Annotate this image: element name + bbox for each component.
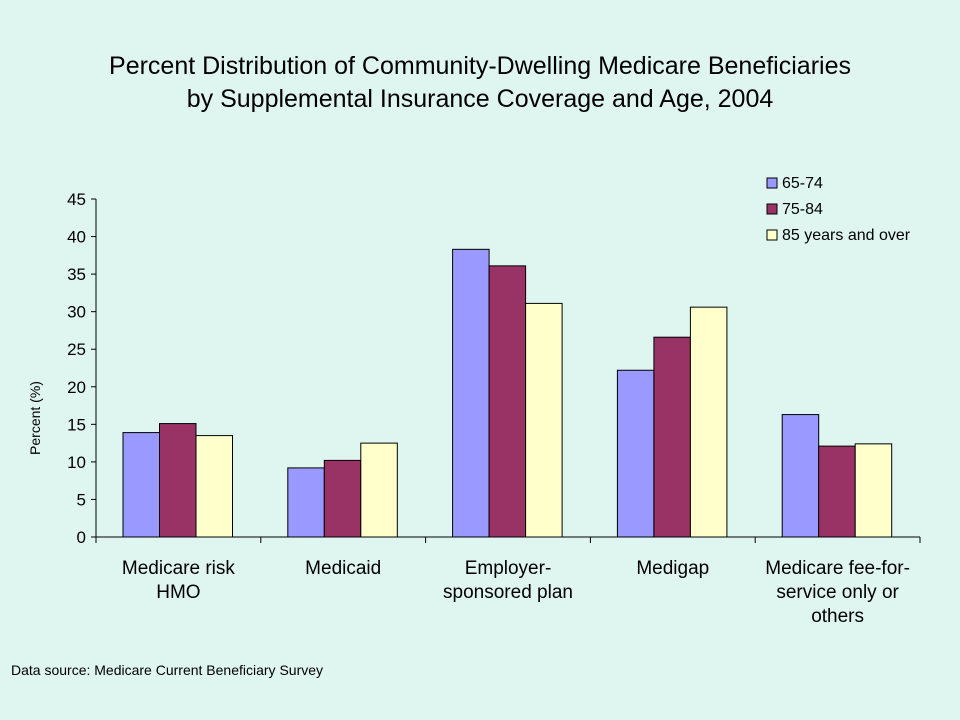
legend-swatch-3: [766, 229, 778, 241]
bar-series-1-category-4: [616, 369, 655, 538]
data-source-note: Data source: Medicare Current Beneficiar…: [11, 662, 324, 678]
bar-series-3-category-1: [195, 435, 233, 538]
bar-series-2-category-4: [653, 336, 691, 538]
y-axis-title: Percent (%): [27, 381, 43, 455]
x-category-label-2-line-1: Medicaid: [305, 558, 381, 579]
chart-title: Percent Distribution of Community-Dwelli…: [0, 50, 960, 116]
x-category-label-4-line-1: Medigap: [636, 558, 709, 579]
x-category-label-1-line-1: Medicare risk: [122, 558, 235, 579]
bar-series-3-category-5: [854, 443, 893, 538]
bar-series-2-category-1: [159, 423, 197, 538]
x-category-label-3-line-2: sponsored plan: [443, 582, 573, 603]
legend-label-2: 75-84: [782, 201, 823, 218]
x-category-label-3: Employer-sponsored plan: [443, 558, 573, 603]
x-category-label-4: Medigap: [636, 558, 709, 579]
chart-title-line-1: Percent Distribution of Community-Dwelli…: [109, 52, 851, 80]
x-category-label-3-line-1: Employer-: [465, 558, 552, 579]
bar-series-2-category-2: [323, 459, 362, 538]
bar-series-2-category-3: [488, 265, 527, 538]
bar-series-3-category-3: [525, 302, 563, 538]
y-tick-label-2: 10: [67, 453, 86, 472]
bar-series-3-category-4: [689, 306, 728, 538]
y-tick-label-5: 25: [67, 340, 86, 359]
x-category-label-5-line-1: Medicare fee-for-: [765, 558, 910, 579]
y-tick-label-8: 40: [67, 228, 86, 247]
bar-series-2-category-5: [818, 445, 856, 538]
chart-title-line-2: by Supplemental Insurance Coverage and A…: [186, 85, 774, 113]
bar-series-1-category-2: [287, 467, 325, 538]
y-tick-label-6: 30: [67, 303, 86, 322]
x-category-label-2: Medicaid: [305, 558, 381, 579]
y-tick-label-7: 35: [67, 265, 86, 284]
legend-label-1: 65-74: [782, 175, 823, 192]
y-tick-label-1: 5: [77, 490, 86, 509]
y-tick-label-9: 45: [67, 190, 86, 209]
y-tick-label-4: 20: [67, 378, 86, 397]
x-category-label-5-line-3: others: [811, 606, 864, 627]
legend-label-3: 85 years and over: [782, 227, 911, 244]
y-tick-label-3: 15: [67, 415, 86, 434]
bar-series-1-category-3: [452, 248, 490, 538]
x-category-label-1-line-2: HMO: [156, 582, 200, 603]
bar-series-1-category-5: [781, 414, 820, 538]
x-category-label-5-line-2: service only or: [776, 582, 899, 603]
bar-series-1-category-1: [122, 432, 160, 538]
x-category-label-5: Medicare fee-for-service only or others: [765, 558, 910, 627]
y-tick-label-0: 0: [77, 528, 86, 547]
legend-swatch-2: [766, 203, 778, 215]
bar-series-3-category-2: [360, 442, 398, 538]
legend-swatch-1: [766, 177, 778, 189]
x-category-label-1: Medicare risk HMO: [122, 558, 235, 603]
